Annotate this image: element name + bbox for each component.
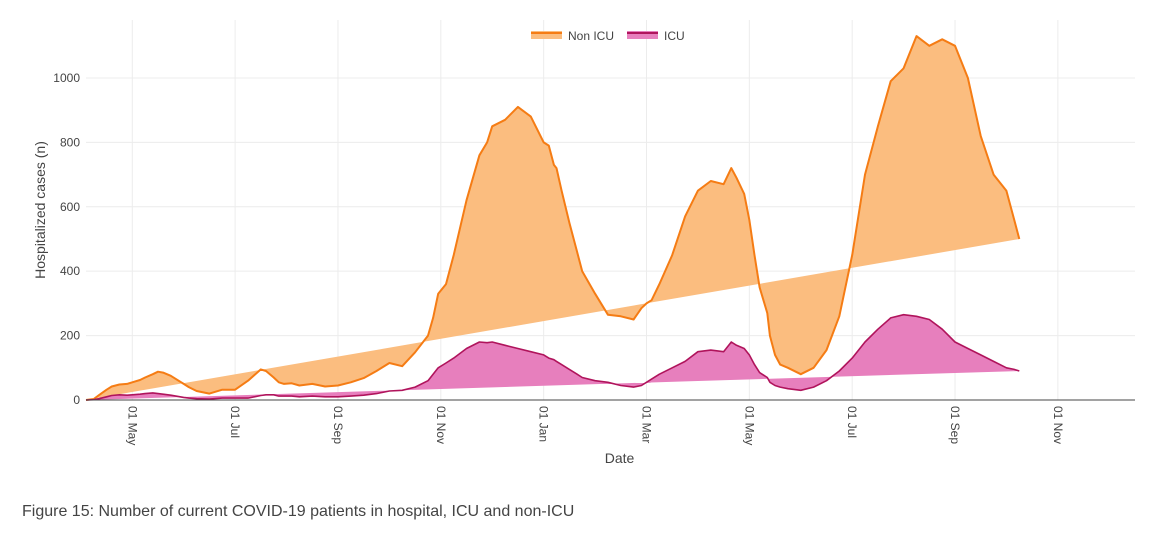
area-series [85, 35, 1021, 401]
y-axis-ticks: 0 200 400 800 1000 600 [53, 71, 80, 407]
x-tick-label: 01 May [742, 406, 756, 445]
legend-item-non-icu[interactable]: Non ICU [531, 29, 614, 43]
non-icu-line [85, 35, 1021, 401]
x-tick-label: 01 Nov [1051, 406, 1065, 444]
non-icu-area [86, 36, 1020, 400]
x-axis-title: Date [605, 450, 635, 466]
x-tick-label: 01 Jan [537, 406, 551, 442]
x-tick-label: 01 Sep [331, 406, 345, 444]
icu-area [86, 314, 1020, 400]
x-tick-label: 01 Mar [639, 406, 653, 443]
x-tick-label: 01 Sep [948, 406, 962, 444]
legend-item-icu[interactable]: ICU [627, 29, 685, 43]
legend[interactable]: Non ICU ICU [531, 29, 685, 43]
x-tick-label: 01 Jul [228, 406, 242, 438]
y-axis-title: Hospitalized cases (n) [32, 141, 48, 279]
legend-swatch-icu [627, 31, 658, 39]
y-tick-label: 1000 [53, 71, 80, 85]
x-tick-label: 01 Nov [434, 406, 448, 444]
legend-label-icu: ICU [664, 29, 685, 43]
y-tick-label: 0 [73, 393, 80, 407]
x-tick-label: 01 May [125, 406, 139, 445]
y-tick-label: 600 [60, 200, 80, 214]
y-tick-label: 400 [60, 264, 80, 278]
grid [86, 20, 1135, 401]
y-tick-label: 200 [60, 329, 80, 343]
legend-label-non-icu: Non ICU [568, 29, 614, 43]
icu-line [85, 313, 1020, 401]
x-tick-label: 01 Jul [845, 406, 859, 438]
y-tick-label: 800 [60, 135, 80, 149]
legend-swatch-non-icu [531, 31, 562, 39]
hospitalization-chart: 0 200 400 800 1000 600 01 May 01 Jul 01 Sep 01 N… [32, 20, 1135, 466]
figure-caption: Figure 15: Number of current COVID-19 pa… [22, 503, 575, 520]
x-axis-ticks: 01 May 01 Jul 01 Sep 01 Nov 01 Jan 01 Mar 01 M… [125, 406, 1065, 445]
